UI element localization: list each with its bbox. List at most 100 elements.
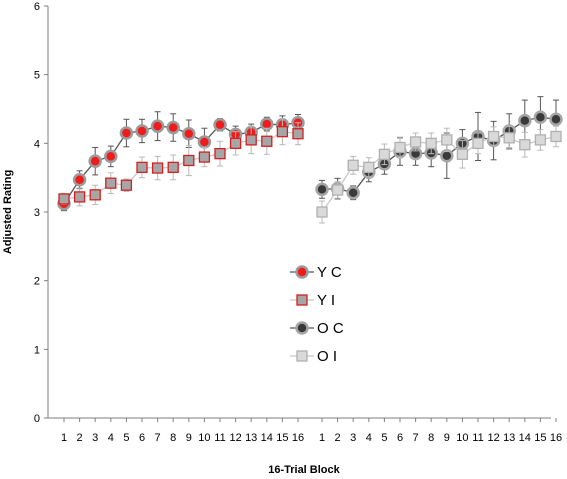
x-tick-label: 11 (472, 432, 483, 444)
x-tick-label: 9 (444, 432, 450, 444)
x-tick-label: 5 (381, 432, 387, 444)
x-tick-label: 12 (229, 432, 241, 444)
data-point (425, 137, 437, 149)
data-point (182, 126, 196, 141)
data-point (120, 179, 133, 191)
x-tick-label: 2 (77, 432, 83, 444)
data-point (104, 149, 118, 164)
x-tick-label: 10 (198, 432, 210, 444)
data-point (72, 172, 87, 187)
data-point (316, 206, 328, 218)
series-line (63, 130, 299, 200)
data-point (533, 110, 548, 124)
data-point (550, 130, 562, 143)
data-point (315, 182, 329, 197)
data-point (73, 191, 86, 203)
data-point (519, 139, 531, 151)
data-point (292, 128, 304, 140)
data-point (150, 119, 165, 133)
x-tick-label: 12 (487, 432, 499, 444)
data-point (198, 151, 211, 163)
data-point (518, 113, 532, 128)
data-point (363, 161, 375, 174)
x-tick-label: 6 (139, 432, 145, 444)
data-point (549, 112, 563, 127)
x-tick-label: 3 (92, 432, 98, 444)
data-point (378, 148, 391, 160)
series-line (321, 135, 557, 213)
data-point (89, 189, 101, 201)
x-tick-label: 14 (519, 432, 531, 444)
data-point (409, 136, 422, 148)
x-tick-label: 7 (413, 432, 419, 444)
x-tick-label: 1 (319, 432, 325, 444)
x-tick-label: 5 (123, 432, 129, 444)
y-tick-label: 5 (34, 70, 40, 82)
x-axis-title: 16-Trial Block (268, 464, 340, 476)
x-tick-label: 15 (276, 432, 288, 444)
legend-marker (295, 321, 309, 335)
data-point (534, 134, 547, 146)
y-axis-title: Adjusted Rating (2, 170, 14, 254)
x-tick-label: 4 (366, 432, 372, 444)
legend-label: Y C (317, 264, 342, 281)
x-tick-label: 8 (428, 432, 434, 444)
data-point (331, 184, 344, 196)
data-point (456, 148, 469, 160)
x-tick-label: 15 (534, 432, 546, 444)
data-point (88, 154, 102, 168)
x-tick-label: 11 (214, 432, 225, 444)
y-tick-label: 2 (34, 276, 40, 288)
data-point (245, 134, 257, 146)
x-tick-label: 16 (550, 432, 562, 444)
data-point (213, 118, 227, 132)
data-point (487, 130, 500, 143)
data-point (276, 126, 289, 138)
legend: Y C Y I O C O I (290, 264, 344, 365)
data-point (229, 137, 242, 149)
legend-label: O I (317, 348, 337, 365)
data-point (58, 193, 70, 205)
data-point (166, 120, 180, 135)
data-point (394, 141, 406, 154)
x-tick-label: 9 (186, 432, 192, 444)
legend-label: Y I (317, 292, 335, 309)
series-o-i (316, 125, 562, 224)
data-point (346, 186, 360, 200)
data-point (119, 126, 134, 140)
y-tick-label: 6 (34, 1, 40, 13)
data-point (261, 135, 273, 147)
data-point (197, 135, 212, 149)
data-point (167, 161, 179, 174)
x-tick-label: 13 (503, 432, 515, 444)
data-point (347, 159, 359, 171)
data-point (183, 154, 195, 167)
x-tick-label: 2 (335, 432, 341, 444)
legend-marker (296, 294, 308, 306)
y-tick-label: 1 (34, 344, 40, 356)
legend-item: Y C (290, 264, 342, 281)
series-y-i (58, 118, 304, 207)
y-tick-label: 0 (34, 413, 40, 425)
data-point (105, 177, 117, 189)
x-tick-label: 1 (61, 432, 67, 444)
data-point (441, 134, 453, 146)
y-tick-label: 3 (34, 207, 40, 219)
x-tick-label: 14 (261, 432, 273, 444)
series-line (321, 116, 557, 194)
data-point (503, 132, 515, 144)
chart-marks (57, 96, 563, 224)
x-tick-label: 8 (170, 432, 176, 444)
x-tick-label: 3 (350, 432, 356, 444)
x-tick-label: 13 (245, 432, 257, 444)
data-point (214, 147, 226, 160)
legend-item: Y I (290, 292, 335, 309)
data-point (151, 162, 164, 174)
data-point (136, 161, 148, 174)
legend-item: O C (290, 320, 344, 337)
x-tick-label: 4 (108, 432, 114, 444)
legend-marker (295, 265, 309, 279)
y-tick-label: 4 (34, 138, 40, 150)
